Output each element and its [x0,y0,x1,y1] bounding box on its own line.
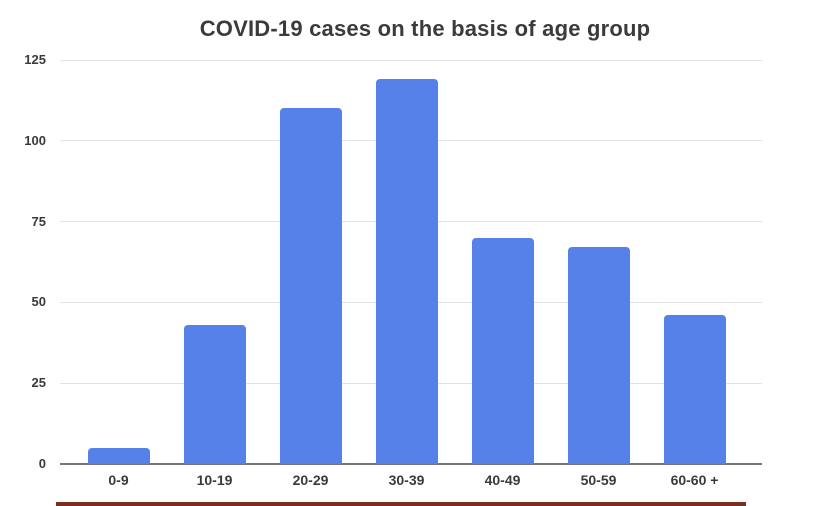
x-tick-label-10-19: 10-19 [196,472,233,488]
y-tick-label-25: 25 [31,375,46,391]
bar-10-19[interactable] [183,325,246,464]
y-tick-label-100: 100 [24,132,46,148]
bar-0-9[interactable] [87,447,150,464]
chart-title: COVID-19 cases on the basis of age group [199,16,651,41]
x-tick-label-0-9: 0-9 [108,472,129,488]
y-tick-label-75: 75 [31,213,46,229]
x-tick-label-50-59: 50-59 [580,472,617,488]
cropped-bottom-element [56,502,746,506]
plot-area [60,59,762,465]
bar-40-49[interactable] [471,237,534,464]
bar-50-59[interactable] [567,247,630,464]
gridline-125 [60,59,762,61]
x-axis-line [60,463,762,465]
y-tick-label-0: 0 [38,456,46,471]
bar-60-60[interactable] [663,315,726,464]
y-tick-label-50: 50 [31,294,46,310]
x-tick-label-30-39: 30-39 [388,472,425,488]
y-tick-label-125: 125 [24,52,46,67]
x-tick-label-40-49: 40-49 [484,472,521,488]
bar-30-39[interactable] [375,79,438,464]
x-tick-label-60-60: 60-60 + [670,472,719,488]
x-tick-label-20-29: 20-29 [292,472,329,488]
bar-20-29[interactable] [279,108,342,464]
